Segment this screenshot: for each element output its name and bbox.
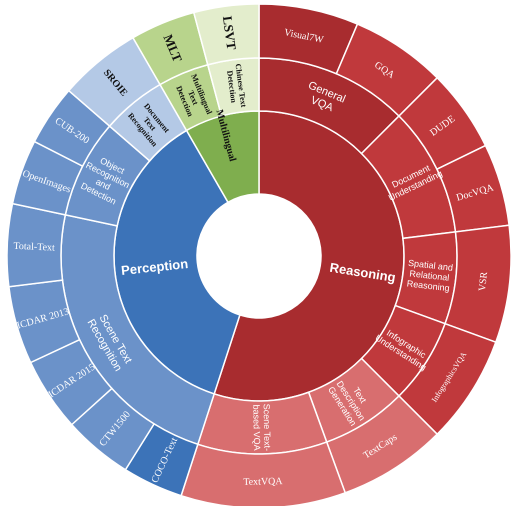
subcategory-label-scene-text-based-vqa: Scene Text-based VQA — [251, 404, 272, 452]
ring-categories — [113, 110, 405, 402]
ring-subcategories — [60, 57, 458, 455]
subcategory-label-spatial-and-relational-reasoning: Spatial andRelationalReasoning — [405, 258, 453, 294]
dataset-lsvt — [192, 3, 260, 66]
ring-datasets — [6, 3, 512, 506]
subcategory-label-object-recognition-and-detection: ObjectRecognitionandDetection — [75, 151, 136, 209]
category-label-perception: Perception — [120, 256, 188, 278]
dataset-label-lsvt: LSVT — [220, 15, 239, 51]
subcategory-label-chinese-text-detection: Chinese TextDetection — [224, 63, 248, 109]
dataset-label-textvqa: TextVQA — [243, 476, 283, 488]
dataset-label-vsr: VSR — [477, 271, 490, 292]
dataset-label-total-text: Total-Text — [13, 241, 55, 254]
